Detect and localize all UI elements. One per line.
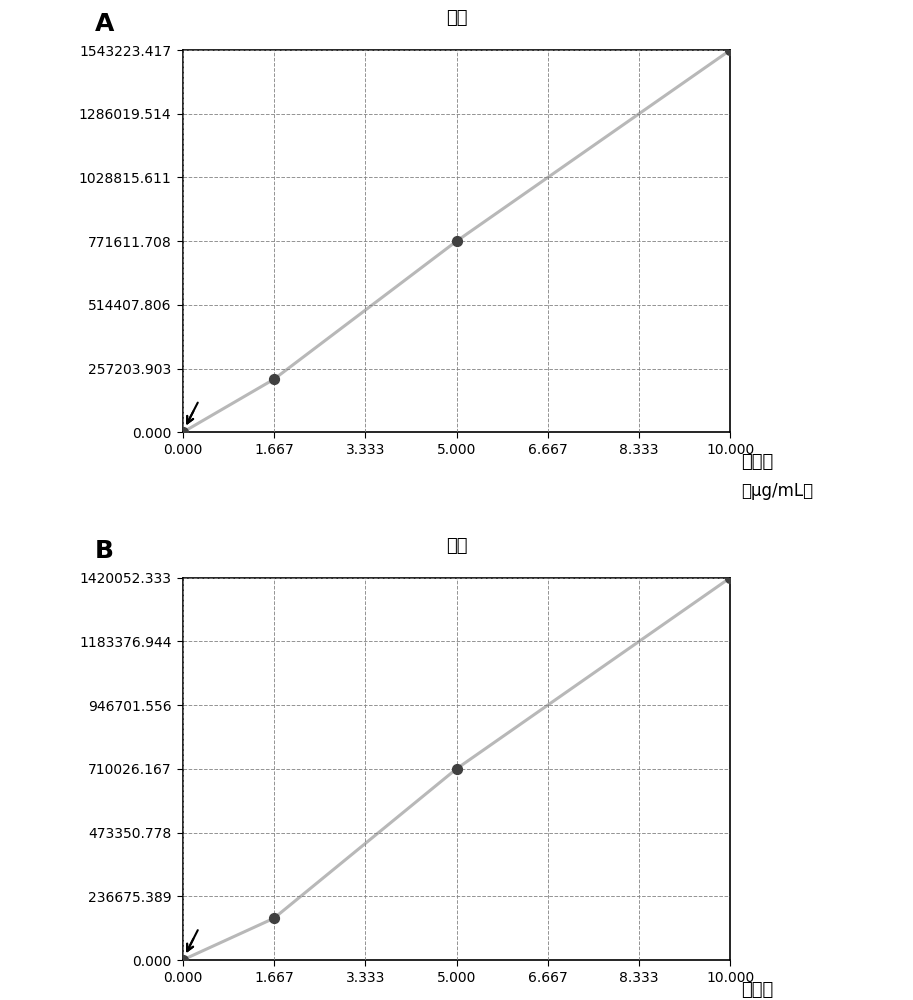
- Text: 钓浓度: 钓浓度: [741, 981, 773, 999]
- Point: [449, 761, 464, 777]
- Point: [723, 42, 738, 58]
- Point: [175, 424, 190, 440]
- Point: [267, 371, 281, 387]
- Text: A: A: [95, 12, 114, 36]
- Point: [267, 910, 281, 926]
- Point: [723, 570, 738, 586]
- Point: [175, 952, 190, 968]
- Text: B: B: [95, 539, 114, 563]
- Text: 强度: 强度: [446, 537, 467, 555]
- Text: 强度: 强度: [446, 9, 467, 27]
- Point: [449, 233, 464, 249]
- Text: 钓浓度: 钓浓度: [741, 453, 773, 471]
- Text: （μg/mL）: （μg/mL）: [741, 482, 813, 500]
